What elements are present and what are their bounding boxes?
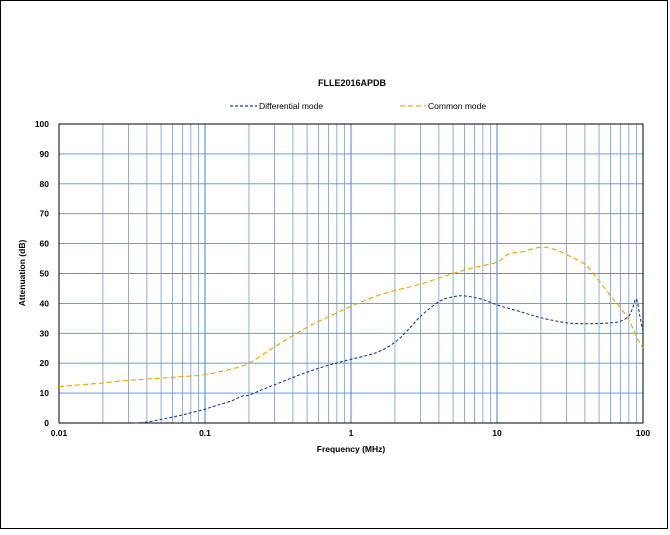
y-tick-label: 40 [40,298,50,308]
y-axis-label: Attenuation (dB) [17,240,27,307]
y-tick-label: 70 [40,209,50,219]
series-line-differential-mode [134,295,644,424]
legend-label-differential-mode: Differential mode [259,101,323,111]
chart-title: FLLE2016APDB [318,78,387,88]
y-tick-label: 50 [40,269,50,279]
legend-item-common-mode: Common mode [400,101,486,111]
x-tick-label: 1 [349,428,354,438]
legend-label-common-mode: Common mode [428,101,486,111]
y-tick-label: 90 [40,149,50,159]
y-tick-label: 0 [44,418,49,428]
x-axis-label: Frequency (MHz) [317,444,386,454]
series-line-common-mode [58,246,644,388]
y-tick-label: 60 [40,239,50,249]
y-tick-label: 20 [40,358,50,368]
x-tick-label: 0.01 [51,428,68,438]
y-tick-label: 100 [35,119,49,129]
legend-item-differential-mode: Differential mode [230,101,323,111]
chart-grid [59,124,643,423]
x-tick-label: 10 [492,428,502,438]
y-tick-label: 30 [40,328,50,338]
x-axis: 0.01 0.1 1 10 100 [51,428,651,438]
plot-area [58,123,644,424]
chart-legend: Differential mode Common mode [230,101,486,111]
x-tick-label: 100 [636,428,650,438]
y-axis: 0 10 20 30 40 50 60 70 80 90 100 [35,119,49,428]
y-tick-label: 10 [40,388,50,398]
y-tick-label: 80 [40,179,50,189]
x-tick-label: 0.1 [199,428,211,438]
series-layer [58,246,644,424]
